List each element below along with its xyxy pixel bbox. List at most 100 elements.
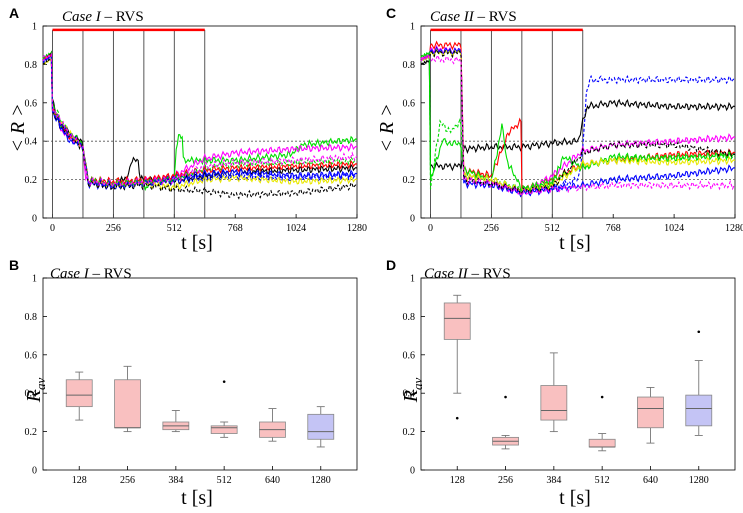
x-tick-label: 256 bbox=[106, 223, 121, 234]
y-tick-label: 0.2 bbox=[403, 175, 416, 186]
x-axis-label: t [s] bbox=[559, 232, 591, 254]
box bbox=[685, 394, 713, 427]
x-tick-label: 512 bbox=[167, 223, 182, 234]
series-line bbox=[42, 56, 358, 200]
y-tick-label: 0.6 bbox=[403, 350, 416, 361]
outlier-point bbox=[222, 380, 226, 383]
y-tick-label: 0.4 bbox=[403, 389, 416, 400]
x-axis-label: t [s] bbox=[181, 487, 213, 509]
box bbox=[637, 396, 664, 429]
box bbox=[65, 379, 93, 408]
box bbox=[210, 425, 238, 434]
box-plot: 0 0.2 0.4 0.6 0.8 1 128 256 384 512 640 1280 bbox=[403, 274, 736, 486]
ylabel-sub: av bbox=[33, 378, 48, 391]
series-line bbox=[420, 53, 736, 198]
y-tick-label: 0.4 bbox=[25, 137, 38, 148]
panel-title: Case II – RVS bbox=[430, 9, 517, 25]
x-tick-label: 768 bbox=[606, 223, 621, 234]
x-axis-label: t [s] bbox=[181, 232, 213, 254]
y-tick-label: 0.6 bbox=[25, 98, 38, 109]
y-axis-label: Rav bbox=[400, 378, 425, 404]
box bbox=[114, 379, 141, 429]
y-tick-label: 0.4 bbox=[403, 137, 416, 148]
outlier-point bbox=[600, 395, 604, 399]
x-tick-label: 384 bbox=[546, 475, 561, 486]
x-tick-label: 1024 bbox=[286, 223, 306, 234]
y-tick-label: 0 bbox=[410, 466, 415, 477]
panel-a: A Case I – RVS 0 0.2 0.4 0.6 0.8 1 0 256 512 768 1… bbox=[7, 5, 367, 254]
plot-frame bbox=[42, 25, 358, 219]
y-axis-label: Rav bbox=[23, 378, 48, 404]
x-tick-label: 512 bbox=[217, 475, 232, 486]
line-plot: 0 0.2 0.4 0.6 0.8 1 0 256 512 768 1024 1280 bbox=[25, 22, 368, 235]
x-tick-label: 128 bbox=[450, 475, 465, 486]
y-tick-label: 1 bbox=[410, 22, 415, 33]
x-tick-label: 640 bbox=[643, 475, 658, 486]
box-plot: 0 0.2 0.4 0.6 0.8 1 128 256 384 512 640 1280 bbox=[25, 274, 358, 486]
panel-c: C Case II – RVS 0 0.2 0.4 0.6 0.8 1 0 256 512 768… bbox=[376, 5, 743, 254]
panel-letter: B bbox=[9, 257, 19, 273]
x-tick-label: 1024 bbox=[664, 223, 684, 234]
panel-letter: C bbox=[386, 5, 396, 21]
panel-letter: D bbox=[386, 257, 396, 273]
y-tick-label: 0.8 bbox=[403, 312, 416, 323]
x-tick-label: 384 bbox=[168, 475, 183, 486]
x-tick-label: 128 bbox=[72, 475, 87, 486]
series-line bbox=[420, 50, 736, 193]
line-plot: 0 0.2 0.4 0.6 0.8 1 0 256 512 768 1024 1280 bbox=[403, 22, 743, 235]
y-axis-label: < R > bbox=[376, 103, 398, 152]
series-line bbox=[420, 46, 736, 198]
x-tick-label: 1280 bbox=[725, 223, 743, 234]
panel-title: Case I – RVS bbox=[62, 9, 144, 25]
x-tick-label: 256 bbox=[498, 475, 513, 486]
x-tick-label: 256 bbox=[484, 223, 499, 234]
series-line bbox=[420, 48, 736, 196]
panel-letter: A bbox=[9, 5, 19, 21]
y-tick-label: 0.8 bbox=[25, 60, 38, 71]
box bbox=[307, 413, 335, 440]
series-line bbox=[420, 48, 736, 196]
series-line bbox=[42, 50, 358, 187]
outlier-point bbox=[697, 330, 701, 334]
box bbox=[443, 302, 471, 340]
y-tick-label: 1 bbox=[32, 22, 37, 33]
x-tick-label: 512 bbox=[545, 223, 560, 234]
x-tick-label: 1280 bbox=[689, 475, 709, 486]
y-tick-label: 0.8 bbox=[403, 60, 416, 71]
plot-frame bbox=[42, 277, 358, 471]
outlier-point bbox=[455, 416, 459, 420]
y-tick-label: 1 bbox=[410, 274, 415, 285]
ylabel-main: R bbox=[400, 390, 422, 403]
y-tick-label: 0 bbox=[410, 214, 415, 225]
x-tick-label: 0 bbox=[50, 223, 55, 234]
series-line bbox=[42, 52, 358, 189]
ylabel-sub: av bbox=[410, 378, 425, 391]
y-tick-label: 0.8 bbox=[25, 312, 38, 323]
y-axis-label: < R > bbox=[7, 103, 29, 152]
y-tick-label: 0 bbox=[32, 214, 37, 225]
y-tick-label: 0.4 bbox=[25, 389, 38, 400]
x-tick-label: 768 bbox=[228, 223, 243, 234]
box bbox=[540, 385, 568, 421]
title-case: Case II bbox=[430, 9, 475, 25]
y-tick-label: 0 bbox=[32, 466, 37, 477]
title-suffix: – RVS bbox=[101, 9, 144, 25]
ylabel-main: R bbox=[23, 390, 45, 403]
y-tick-label: 0.6 bbox=[25, 350, 38, 361]
x-tick-label: 1280 bbox=[347, 223, 367, 234]
y-tick-label: 0.2 bbox=[25, 427, 38, 438]
x-tick-label: 512 bbox=[595, 475, 610, 486]
plot-frame bbox=[420, 277, 736, 471]
outlier-point bbox=[504, 395, 507, 399]
box bbox=[588, 438, 616, 448]
series-line bbox=[420, 50, 736, 194]
x-tick-label: 256 bbox=[120, 475, 135, 486]
x-axis-label: t [s] bbox=[559, 487, 591, 509]
y-tick-label: 0.2 bbox=[25, 175, 38, 186]
x-tick-label: 640 bbox=[265, 475, 280, 486]
y-tick-label: 0.6 bbox=[403, 98, 416, 109]
y-tick-label: 0.2 bbox=[403, 427, 416, 438]
